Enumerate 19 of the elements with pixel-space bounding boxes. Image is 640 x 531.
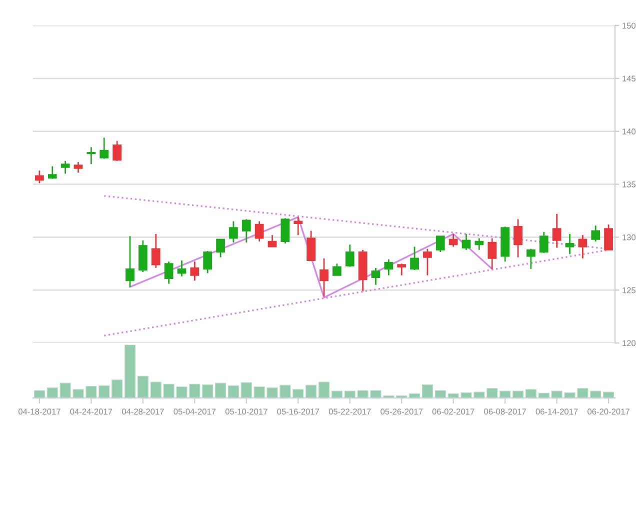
x-tick-label: 06-02-2017 <box>432 408 474 415</box>
x-tick-label: 05-26-2017 <box>380 408 422 415</box>
x-tick-label: 06-20-2017 <box>588 408 630 415</box>
y-tick-label: 150 <box>622 22 636 29</box>
y-tick-label: 145 <box>622 76 636 82</box>
y-tick-label: 135 <box>622 181 636 188</box>
x-tick-label: 04-18-2017 <box>18 408 60 415</box>
y-tick-label: 125 <box>622 287 636 294</box>
x-tick-label: 04-24-2017 <box>70 408 112 415</box>
x-tick-label: 06-08-2017 <box>484 408 526 415</box>
y-tick-label: 130 <box>622 234 636 240</box>
y-tick-label: 140 <box>622 128 636 134</box>
x-tick-label: 05-10-2017 <box>225 408 268 415</box>
x-tick-label: 05-16-2017 <box>277 408 320 415</box>
x-tick-label: 05-22-2017 <box>328 408 371 415</box>
x-tick-label: 06-14-2017 <box>536 408 578 415</box>
x-tick-label: 04-28-2017 <box>122 408 164 415</box>
y-tick-label: 120 <box>622 340 636 346</box>
x-tick-label: 05-04-2017 <box>174 408 216 415</box>
